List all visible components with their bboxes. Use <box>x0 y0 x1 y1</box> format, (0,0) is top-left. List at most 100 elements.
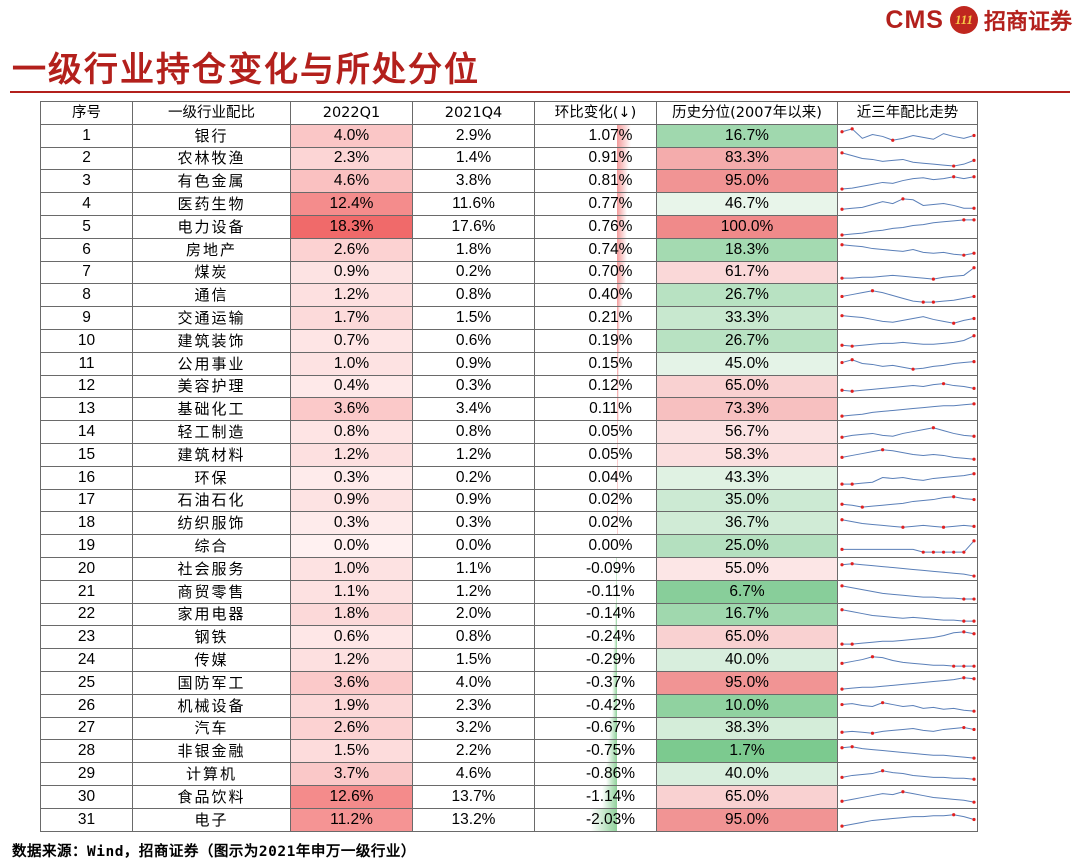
sparkline-svg <box>840 472 976 486</box>
trend-sparkline <box>837 465 978 490</box>
sparkline-marker <box>921 300 925 304</box>
sparkline-marker <box>860 505 864 509</box>
sparkline-marker <box>972 619 976 623</box>
sparkline-marker <box>881 448 885 452</box>
sparkline-marker <box>840 456 844 460</box>
table-row: 19 综合 0.0% 0.0% 0.00% 25.0% <box>40 534 978 558</box>
sparkline-line <box>841 585 974 600</box>
historical-percentile: 56.7% <box>656 420 838 444</box>
sparkline-line <box>841 152 975 167</box>
historical-percentile: 1.7% <box>656 739 838 764</box>
sparkline-marker <box>962 619 966 623</box>
sparkline-marker <box>941 525 946 529</box>
change-bar <box>608 718 618 739</box>
weight-2022q1: 0.8% <box>290 420 413 444</box>
sparkline-marker <box>840 233 844 237</box>
table-row: 1 银行 4.0% 2.9% 1.07% 16.7% <box>40 123 978 148</box>
sparkline-marker <box>972 777 976 781</box>
header-no: 序号 <box>40 101 133 125</box>
weight-2021q4: 1.5% <box>412 306 535 330</box>
industry-name: 轻工制造 <box>132 420 291 444</box>
qoq-change: -0.42% <box>534 693 657 718</box>
industry-name: 商贸零售 <box>132 579 291 604</box>
sparkline-marker <box>840 517 844 522</box>
change-value: 0.15% <box>588 354 633 372</box>
historical-percentile: 61.7% <box>656 260 838 285</box>
table-row: 13 基础化工 3.6% 3.4% 0.11% 73.3% <box>40 397 978 422</box>
header-industry: 一级行业配比 <box>132 101 291 125</box>
industry-name: 有色金属 <box>132 169 291 194</box>
historical-percentile: 38.3% <box>656 716 838 741</box>
industry-name: 机械设备 <box>132 693 291 718</box>
row-number: 7 <box>40 260 133 285</box>
row-number: 20 <box>40 556 133 581</box>
industry-name: 建筑装饰 <box>132 328 291 353</box>
change-value: 1.07% <box>588 126 633 144</box>
industry-name: 美容护理 <box>132 374 291 399</box>
sparkline-marker <box>840 276 844 280</box>
row-number: 15 <box>40 442 133 467</box>
weight-2021q4: 0.9% <box>412 351 535 376</box>
historical-percentile: 65.0% <box>656 625 838 650</box>
historical-percentile: 18.3% <box>656 237 838 262</box>
sparkline-marker <box>962 597 966 601</box>
sparkline-marker <box>901 790 905 794</box>
trend-sparkline <box>837 488 978 513</box>
weight-2021q4: 0.3% <box>412 374 535 399</box>
row-number: 22 <box>40 602 133 627</box>
industry-name: 传媒 <box>132 648 291 672</box>
sparkline-marker <box>881 701 885 705</box>
sparkline-marker <box>840 824 844 828</box>
sparkline-marker <box>840 745 844 750</box>
qoq-change: 0.40% <box>534 283 657 308</box>
sparkline-svg <box>840 313 976 325</box>
sparkline-line <box>841 426 975 438</box>
qoq-change: 0.19% <box>534 328 657 353</box>
qoq-change: 1.07% <box>534 123 657 148</box>
weight-2021q4: 13.2% <box>412 807 535 832</box>
trend-sparkline <box>837 260 978 285</box>
industry-name: 综合 <box>132 534 291 558</box>
sparkline-marker <box>972 434 976 438</box>
table-row: 14 轻工制造 0.8% 0.8% 0.05% 56.7% <box>40 420 978 444</box>
change-value: -1.14% <box>585 787 636 805</box>
table-body: 1 银行 4.0% 2.9% 1.07% 16.7% 2 农林牧渔 2.3% 1.4% 0.91% 8… <box>40 123 978 832</box>
historical-percentile: 10.0% <box>656 693 838 718</box>
weight-2022q1: 0.6% <box>290 625 413 650</box>
trend-sparkline <box>837 625 978 650</box>
sparkline-marker <box>870 288 875 293</box>
historical-percentile: 46.7% <box>656 192 838 216</box>
trend-sparkline <box>837 328 978 353</box>
historical-percentile: 6.7% <box>656 579 838 604</box>
sparkline-line <box>841 726 975 734</box>
row-number: 25 <box>40 670 133 695</box>
table-row: 3 有色金属 4.6% 3.8% 0.81% 95.0% <box>40 169 978 194</box>
change-bar <box>617 467 618 489</box>
sparkline-marker <box>972 709 976 713</box>
sparkline-line <box>841 814 975 827</box>
sparkline-marker <box>952 813 956 817</box>
sparkline-svg <box>840 654 976 668</box>
brand-cn: 招商证券 <box>983 10 1072 35</box>
header-percentile: 历史分位(2007年以来) <box>656 101 838 125</box>
sparkline-svg <box>840 448 976 462</box>
row-number: 18 <box>40 511 133 536</box>
sparkline-line <box>841 314 975 324</box>
sparkline-marker <box>840 642 844 646</box>
historical-percentile: 16.7% <box>656 602 838 627</box>
weight-2021q4: 1.8% <box>412 237 535 262</box>
sparkline-line <box>841 609 974 622</box>
sparkline-marker <box>972 316 976 320</box>
change-bar <box>607 740 618 762</box>
sparkline-marker <box>972 497 976 502</box>
historical-percentile: 55.0% <box>656 556 838 581</box>
sparkline-marker <box>850 562 854 566</box>
qoq-change: -0.86% <box>534 762 657 786</box>
weight-2021q4: 1.2% <box>412 579 535 604</box>
row-number: 17 <box>40 488 133 513</box>
sparkline-svg <box>840 538 976 554</box>
historical-percentile: 26.7% <box>656 283 838 308</box>
industry-name: 石油石化 <box>132 488 291 513</box>
change-bar <box>613 649 618 671</box>
sparkline-marker <box>941 550 946 554</box>
